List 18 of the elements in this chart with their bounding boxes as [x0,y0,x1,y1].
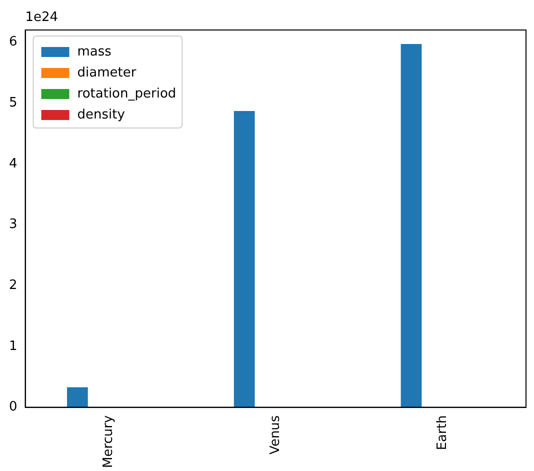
y-tick-label: 0 [8,400,18,415]
legend-label: density [77,107,126,122]
y-tick-label: 1 [8,338,18,354]
y-tick-label: 3 [8,217,18,232]
bar [400,44,422,408]
bar [67,387,88,408]
y-tick-label: 2 [8,278,18,293]
x-tick-label: Mercury [101,415,116,468]
legend-label: mass [77,44,112,60]
bar [234,110,255,408]
text: 1e24 [25,10,58,25]
x-tick-label: Venus [268,415,284,454]
legend-label: rotation_period [77,86,176,102]
legend-label: diameter [77,65,137,80]
y-tick-label: 6 [8,34,18,50]
x-tick-label: Earth [434,415,450,450]
y-tick-label: 4 [8,156,18,172]
y-tick-label: 5 [8,95,18,110]
